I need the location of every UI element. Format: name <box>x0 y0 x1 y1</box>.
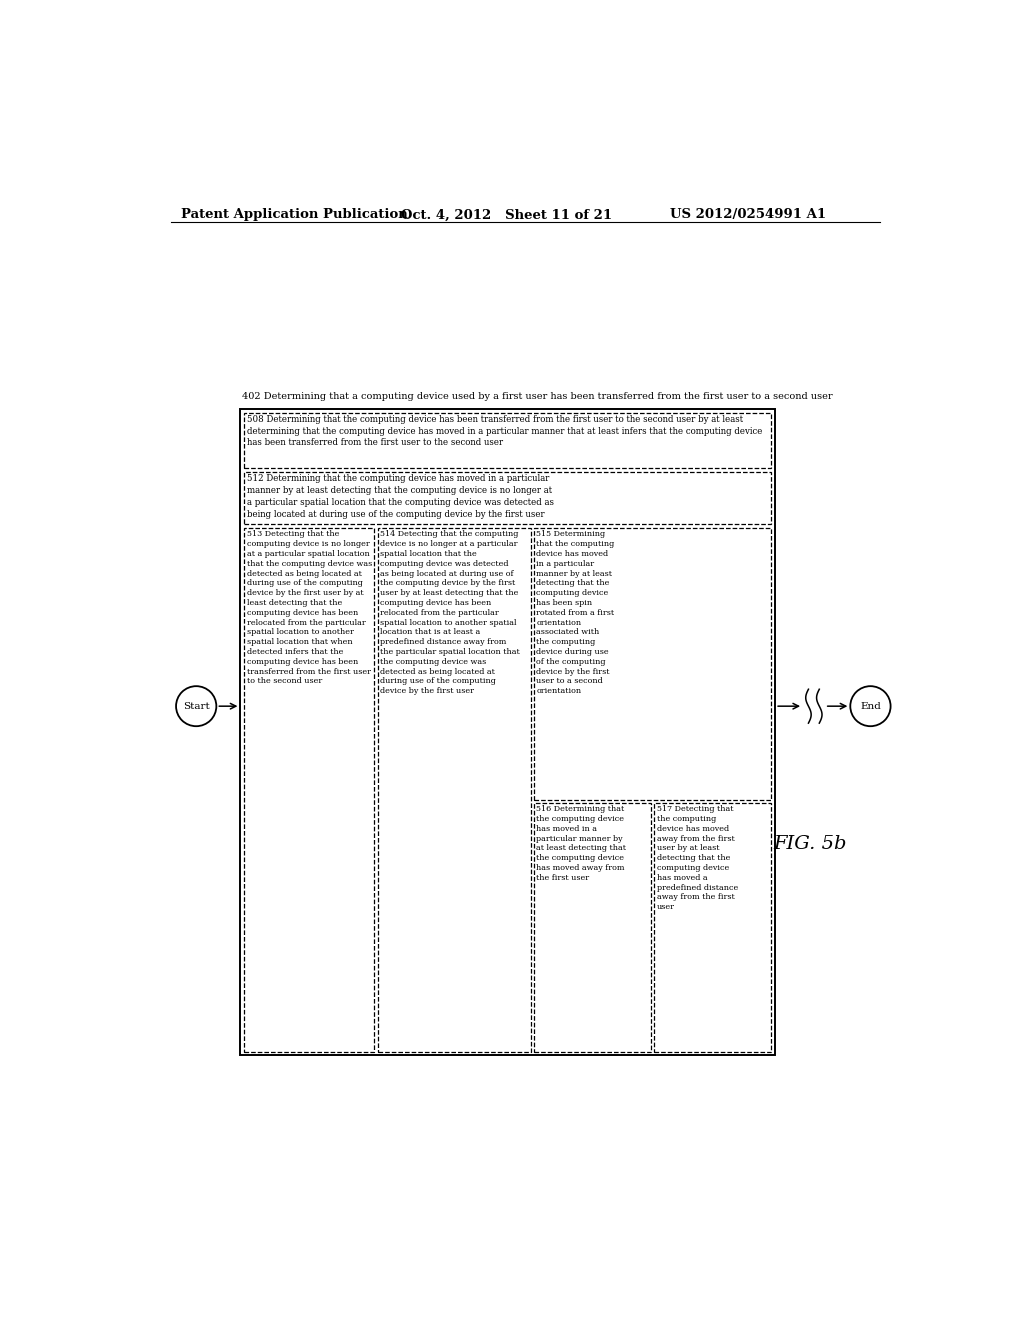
Text: 514 Detecting that the computing
device is no longer at a particular
spatial loc: 514 Detecting that the computing device … <box>380 531 519 696</box>
Text: US 2012/0254991 A1: US 2012/0254991 A1 <box>671 209 826 222</box>
Text: 515 Determining
that the computing
device has moved
in a particular
manner by at: 515 Determining that the computing devic… <box>537 531 614 696</box>
Circle shape <box>176 686 216 726</box>
Bar <box>378 528 531 1052</box>
Text: 512 Determining that the computing device has moved in a particular
manner by at: 512 Determining that the computing devic… <box>248 474 554 519</box>
Text: 516 Determining that
the computing device
has moved in a
particular manner by
at: 516 Determining that the computing devic… <box>537 805 627 882</box>
Bar <box>245 471 771 524</box>
Bar <box>535 528 771 800</box>
Bar <box>245 528 375 1052</box>
Text: Patent Application Publication: Patent Application Publication <box>180 209 408 222</box>
Text: Oct. 4, 2012   Sheet 11 of 21: Oct. 4, 2012 Sheet 11 of 21 <box>400 209 612 222</box>
Text: 508 Determining that the computing device has been transferred from the first us: 508 Determining that the computing devic… <box>248 414 763 447</box>
Bar <box>535 803 651 1052</box>
Text: Start: Start <box>183 702 210 710</box>
Text: 513 Detecting that the
computing device is no longer
at a particular spatial loc: 513 Detecting that the computing device … <box>247 531 372 685</box>
Text: 402 Determining that a computing device used by a first user has been transferre: 402 Determining that a computing device … <box>242 392 833 401</box>
Circle shape <box>850 686 891 726</box>
Bar <box>241 409 775 1056</box>
Bar <box>245 413 771 469</box>
Text: FIG. 5b: FIG. 5b <box>773 834 847 853</box>
Text: 517 Detecting that
the computing
device has moved
away from the first
user by at: 517 Detecting that the computing device … <box>656 805 738 911</box>
Text: End: End <box>860 702 881 710</box>
Bar <box>654 803 771 1052</box>
